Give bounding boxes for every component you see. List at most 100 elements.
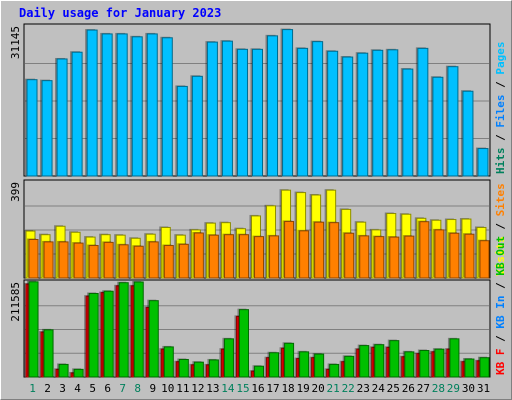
day-label: 4 bbox=[74, 382, 81, 395]
series-sites bbox=[27, 220, 490, 279]
day-label: 28 bbox=[432, 382, 445, 395]
bar bbox=[73, 368, 84, 378]
bar bbox=[193, 232, 204, 279]
day-label: 16 bbox=[251, 382, 264, 395]
legend-entry-files: Files bbox=[494, 95, 507, 128]
series-pages bbox=[25, 28, 489, 177]
bar bbox=[178, 243, 189, 279]
bar bbox=[374, 344, 385, 378]
bar bbox=[146, 33, 158, 177]
bar bbox=[299, 230, 310, 279]
bar bbox=[26, 79, 38, 177]
bar bbox=[88, 292, 99, 378]
bar bbox=[374, 236, 385, 279]
day-label: 18 bbox=[281, 382, 294, 395]
day-label: 2 bbox=[44, 382, 51, 395]
legend: Visits / Sites bbox=[494, 183, 507, 276]
bar bbox=[191, 75, 203, 177]
bar bbox=[223, 338, 234, 378]
legend-entry-visits: Visits bbox=[494, 236, 507, 276]
legend-entry-sites: Sites bbox=[494, 183, 507, 216]
day-label: 11 bbox=[176, 382, 189, 395]
bar bbox=[254, 365, 265, 378]
bar bbox=[267, 35, 279, 177]
bar bbox=[178, 358, 189, 378]
legend-separator: / bbox=[494, 276, 507, 296]
day-label: 26 bbox=[402, 382, 415, 395]
legend-separator: / bbox=[494, 329, 507, 349]
bar bbox=[314, 221, 325, 279]
legend-entry-kb-in: KB In bbox=[494, 296, 507, 329]
day-label: 8 bbox=[134, 382, 141, 395]
bar bbox=[357, 52, 369, 177]
day-label: 5 bbox=[89, 382, 96, 395]
bar bbox=[449, 338, 460, 378]
bar bbox=[116, 33, 128, 177]
bar bbox=[464, 358, 475, 378]
bar bbox=[387, 49, 399, 177]
legend-separator: / bbox=[494, 75, 507, 95]
day-label: 12 bbox=[191, 382, 204, 395]
bar bbox=[133, 281, 144, 378]
panel-hits-files-pages: 31145 Hits / Files / Pages bbox=[9, 23, 507, 177]
bar bbox=[284, 220, 295, 279]
bar bbox=[344, 232, 355, 279]
day-label: 1 bbox=[29, 382, 36, 395]
bar bbox=[221, 40, 233, 177]
bar bbox=[464, 233, 475, 279]
bar bbox=[312, 41, 324, 177]
bar bbox=[118, 282, 129, 378]
bar bbox=[41, 80, 53, 177]
bar bbox=[404, 235, 415, 279]
bar bbox=[131, 36, 143, 177]
legend-separator: / bbox=[494, 128, 507, 148]
bar bbox=[419, 221, 430, 279]
bar bbox=[389, 340, 400, 378]
day-label: 3 bbox=[59, 382, 66, 395]
bar bbox=[133, 245, 144, 279]
bar bbox=[434, 229, 445, 279]
day-label: 14 bbox=[221, 382, 235, 395]
day-label: 27 bbox=[417, 382, 430, 395]
legend-entry-kb-f: KB F bbox=[494, 349, 507, 376]
bar bbox=[206, 41, 218, 177]
bar bbox=[208, 359, 219, 378]
bar bbox=[43, 329, 54, 378]
bar bbox=[419, 350, 430, 378]
bar bbox=[223, 234, 234, 279]
bar bbox=[56, 58, 68, 177]
bar bbox=[73, 242, 84, 279]
bar bbox=[193, 361, 204, 378]
bar bbox=[269, 235, 280, 279]
day-label: 9 bbox=[149, 382, 156, 395]
bar bbox=[161, 37, 173, 177]
bar bbox=[479, 357, 490, 378]
bar bbox=[86, 29, 98, 177]
bar bbox=[148, 300, 159, 378]
bar bbox=[238, 309, 249, 378]
day-label: 29 bbox=[447, 382, 460, 395]
bar bbox=[299, 351, 310, 378]
bar bbox=[28, 281, 39, 378]
bar bbox=[342, 56, 354, 177]
legend-separator: / bbox=[494, 216, 507, 236]
bar bbox=[101, 33, 113, 177]
day-label: 21 bbox=[327, 382, 340, 395]
bar bbox=[449, 232, 460, 279]
bar bbox=[477, 148, 489, 177]
bar bbox=[284, 342, 295, 378]
legend: Hits / Files / Pages bbox=[494, 42, 507, 175]
bar bbox=[314, 353, 325, 378]
panel-kbytes: 211585 KB F / KB In / KB Out bbox=[9, 236, 507, 378]
bar bbox=[254, 236, 265, 279]
legend-entry-pages: Pages bbox=[494, 42, 507, 75]
day-label: 6 bbox=[104, 382, 111, 395]
day-label: 17 bbox=[266, 382, 279, 395]
bar bbox=[359, 345, 370, 378]
legend-entry-hits: Hits bbox=[494, 148, 507, 175]
bar bbox=[417, 47, 429, 177]
bar bbox=[297, 47, 309, 177]
legend: KB F / KB In / KB Out bbox=[494, 236, 507, 375]
day-label: 23 bbox=[357, 382, 370, 395]
